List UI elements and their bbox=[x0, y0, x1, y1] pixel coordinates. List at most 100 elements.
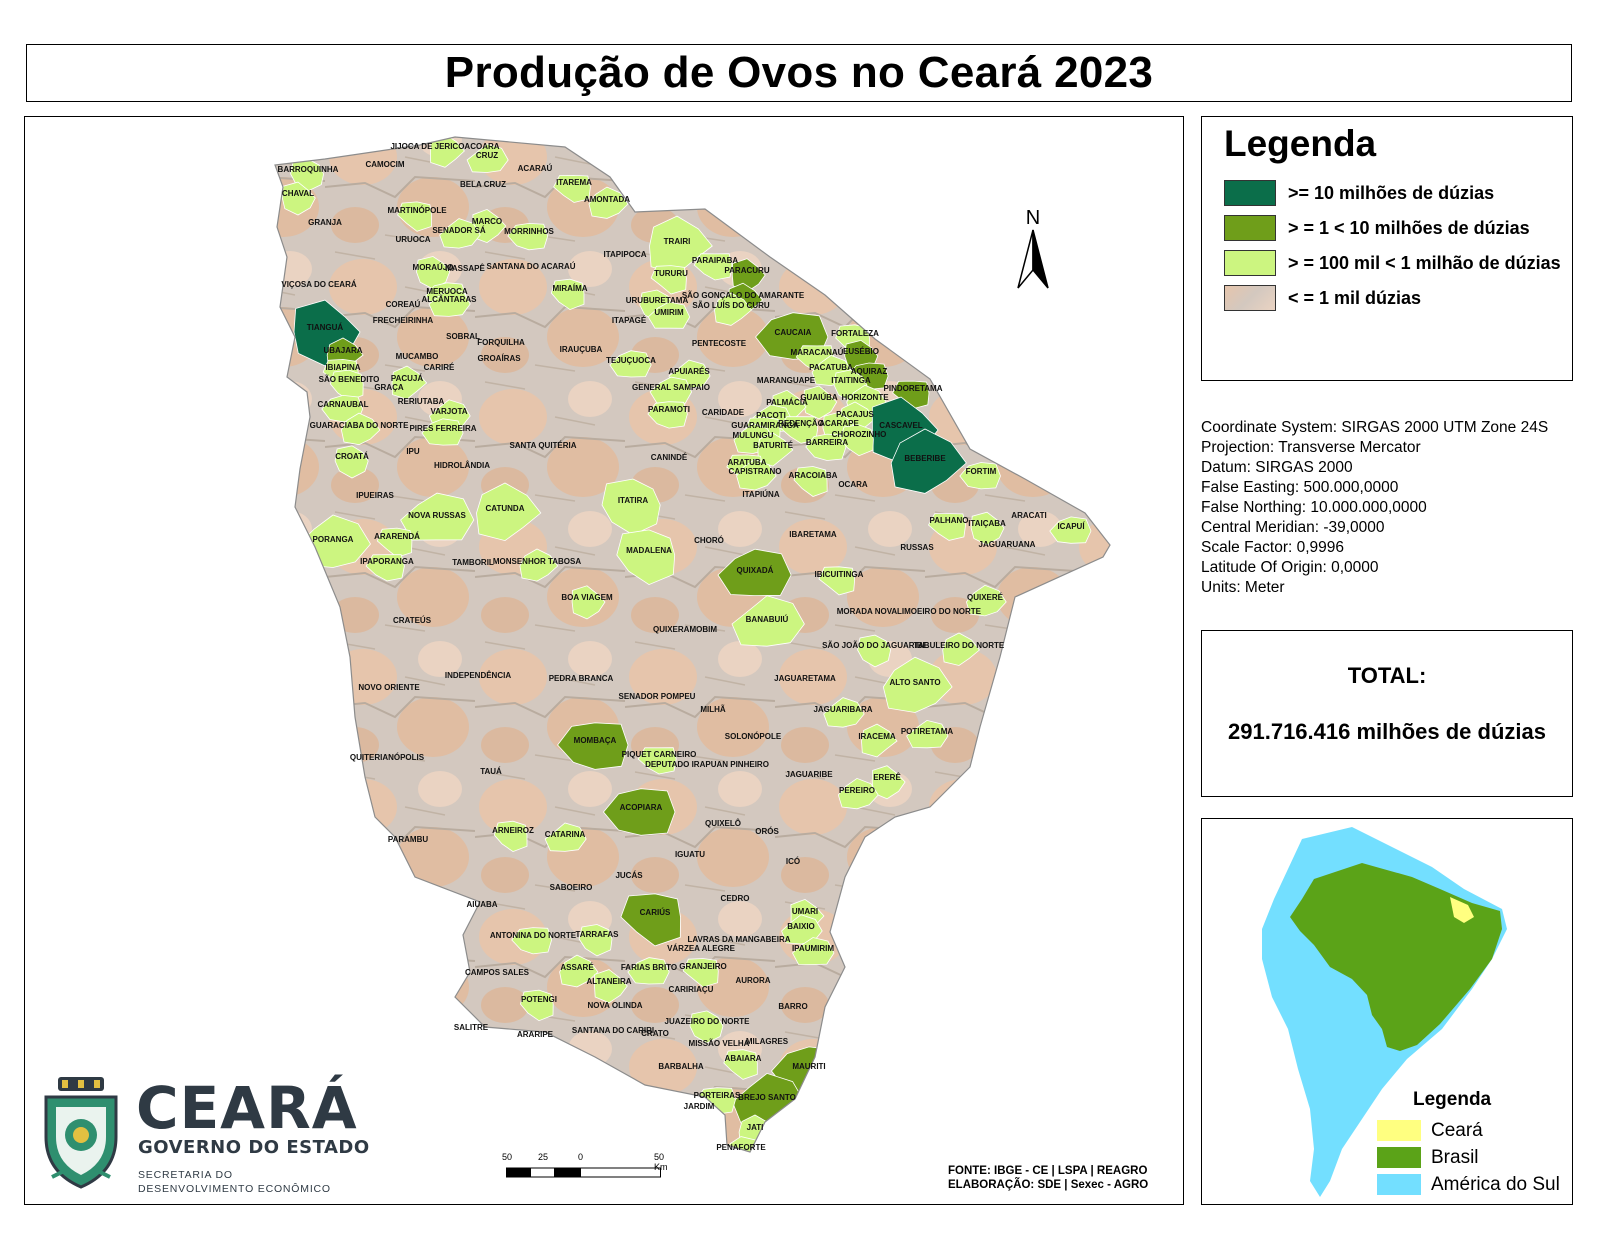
municipality-area[interactable] bbox=[519, 548, 559, 582]
municipality-area[interactable] bbox=[601, 478, 661, 536]
municipality-area[interactable] bbox=[544, 822, 587, 852]
municipality-area[interactable] bbox=[818, 566, 856, 596]
municipality-label: PACOTI bbox=[756, 411, 786, 420]
municipality-area[interactable] bbox=[647, 401, 688, 429]
municipality-area[interactable] bbox=[616, 529, 676, 586]
municipality-area[interactable] bbox=[805, 433, 847, 461]
municipality-area[interactable] bbox=[927, 513, 967, 541]
total-label: TOTAL: bbox=[1347, 663, 1427, 688]
municipality-area[interactable] bbox=[620, 893, 681, 947]
municipality-area[interactable] bbox=[731, 595, 805, 647]
municipality-area[interactable] bbox=[476, 482, 542, 542]
municipality-area[interactable] bbox=[594, 969, 628, 1004]
municipality-label: CAMPOS SALES bbox=[465, 968, 530, 977]
municipality-area[interactable] bbox=[650, 265, 687, 295]
municipality-area[interactable] bbox=[965, 584, 1007, 617]
municipality-label: PARACURU bbox=[724, 266, 769, 275]
municipality-area[interactable] bbox=[588, 186, 629, 219]
municipality-area[interactable] bbox=[890, 428, 967, 494]
municipality-area[interactable] bbox=[942, 632, 980, 666]
municipality-area[interactable] bbox=[439, 218, 481, 249]
municipality-area[interactable] bbox=[627, 957, 670, 985]
legend-swatch bbox=[1224, 180, 1276, 206]
municipality-area[interactable] bbox=[1049, 516, 1092, 544]
municipality-label: UBAJARA bbox=[323, 346, 362, 355]
municipality-area[interactable] bbox=[757, 432, 794, 467]
municipality-area[interactable] bbox=[391, 365, 428, 400]
municipality-area[interactable] bbox=[723, 1049, 758, 1080]
inset-legend-brasil: Brasil bbox=[1377, 1146, 1479, 1169]
municipality-label: MORAÚJO bbox=[413, 263, 454, 272]
ceara-map[interactable]: JIJOCA DE JERICOACOARACRUZCAMOCIMBARROQU… bbox=[25, 117, 1183, 1204]
municipality-area[interactable] bbox=[649, 215, 713, 275]
municipality-area[interactable] bbox=[882, 656, 953, 713]
municipality-label: ITAPAGÉ bbox=[612, 316, 647, 325]
municipality-area[interactable] bbox=[421, 418, 464, 446]
municipality-label: CHAVAL bbox=[282, 189, 314, 198]
municipality-area[interactable] bbox=[571, 585, 606, 620]
municipality-area[interactable] bbox=[714, 292, 753, 326]
municipality-label: PACATUBA bbox=[809, 363, 853, 372]
municipality-area[interactable] bbox=[906, 719, 949, 749]
municipality-label: GUARACIABA DO NORTE bbox=[310, 421, 409, 430]
municipality-area[interactable] bbox=[578, 924, 613, 957]
municipality-area[interactable] bbox=[602, 788, 676, 836]
municipality-area[interactable] bbox=[840, 424, 874, 457]
municipality-label: BELA CRUZ bbox=[460, 180, 506, 189]
municipality-label: MARANGUAPE bbox=[757, 376, 816, 385]
municipality-label: URUBURETAMA bbox=[626, 296, 689, 305]
municipality-area[interactable] bbox=[861, 723, 898, 758]
municipality-area[interactable] bbox=[793, 466, 828, 497]
municipality-area[interactable] bbox=[736, 458, 777, 491]
municipality-label: HORIZONTE bbox=[841, 393, 889, 402]
municipality-area[interactable] bbox=[682, 958, 719, 988]
municipality-area[interactable] bbox=[429, 134, 465, 168]
municipality-label: POTIRETAMA bbox=[901, 727, 954, 736]
municipality-area[interactable] bbox=[689, 1010, 724, 1044]
municipality-area[interactable] bbox=[507, 222, 549, 251]
municipality-area[interactable] bbox=[519, 989, 554, 1022]
municipality-area[interactable] bbox=[400, 492, 475, 541]
municipality-area[interactable] bbox=[693, 253, 733, 281]
municipality-area[interactable] bbox=[871, 765, 906, 800]
municipality-area[interactable] bbox=[609, 350, 652, 378]
municipality-area[interactable] bbox=[365, 554, 405, 582]
legend-swatch bbox=[1224, 215, 1276, 241]
municipality-area[interactable] bbox=[857, 634, 892, 668]
municipality-area[interactable] bbox=[428, 287, 471, 317]
municipality-area[interactable] bbox=[466, 143, 509, 173]
municipality-area[interactable] bbox=[823, 697, 865, 728]
municipality-area[interactable] bbox=[559, 954, 599, 988]
municipality-label: ITAITINGA bbox=[831, 376, 871, 385]
municipality-area[interactable] bbox=[511, 927, 553, 955]
map-frame[interactable]: JIJOCA DE JERICOACOARA CRUZ CAMOCIM BARROQU… bbox=[24, 116, 1184, 1205]
municipality-label: BARRO bbox=[778, 1002, 807, 1011]
municipality-label: CHORÓ bbox=[694, 536, 724, 545]
logo-department-line-2: DESENVOLVIMENTO ECONÔMICO bbox=[138, 1183, 331, 1195]
municipality-area[interactable] bbox=[837, 777, 879, 810]
municipality-area[interactable] bbox=[550, 278, 585, 311]
municipality-area[interactable] bbox=[892, 380, 930, 410]
municipality-area[interactable] bbox=[281, 181, 316, 216]
municipality-label: IBICUITINGA bbox=[815, 570, 864, 579]
municipality-area[interactable] bbox=[340, 412, 381, 446]
municipality-label: AQUIRAZ bbox=[851, 367, 888, 376]
municipality-area[interactable] bbox=[959, 462, 1001, 490]
municipality-area[interactable] bbox=[717, 548, 792, 597]
municipality-area[interactable] bbox=[376, 527, 413, 558]
municipality-area[interactable] bbox=[647, 301, 691, 329]
municipality-area[interactable] bbox=[970, 511, 1005, 546]
municipality-area[interactable] bbox=[557, 722, 629, 770]
municipality-label: BOA VIAGEM bbox=[561, 593, 613, 602]
municipality-area[interactable] bbox=[493, 820, 528, 853]
municipality-area[interactable] bbox=[791, 937, 835, 966]
municipality-area[interactable] bbox=[397, 201, 433, 232]
municipality-label: GUAIÚBA bbox=[800, 393, 838, 402]
municipality-area[interactable] bbox=[731, 258, 766, 293]
municipality-label: CANINDÉ bbox=[651, 453, 688, 462]
municipality-label: PARAMBU bbox=[388, 835, 429, 844]
municipality-area[interactable] bbox=[553, 174, 591, 203]
municipality-area[interactable] bbox=[637, 747, 677, 775]
municipality-area[interactable] bbox=[803, 385, 838, 420]
municipality-area[interactable] bbox=[334, 445, 369, 479]
